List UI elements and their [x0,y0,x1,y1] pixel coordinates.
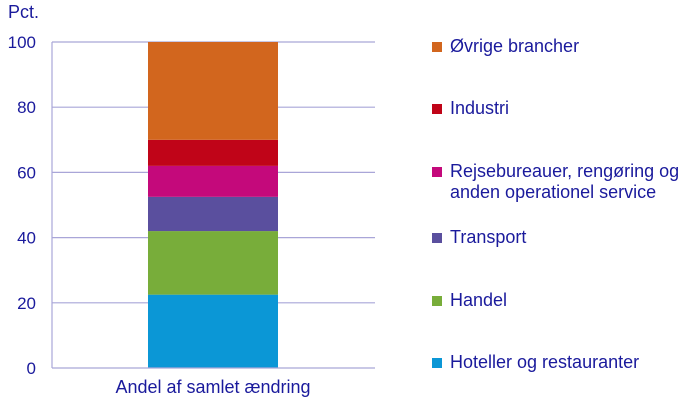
bar-segment [148,294,278,368]
y-axis-label: Pct. [8,2,39,22]
bar-segment [148,231,278,295]
legend-item: Rejsebureauer, rengøring og anden operat… [432,161,679,203]
legend-swatch [432,233,442,243]
legend: Hoteller og restauranter Handel Transport R… [432,0,700,406]
y-tick-label: 0 [27,359,36,378]
legend-item: Handel [432,290,507,311]
legend-item: Hoteller og restauranter [432,352,639,373]
legend-swatch [432,42,442,52]
legend-label: Industri [450,98,510,118]
y-tick-label: 20 [17,294,36,313]
legend-label: Hoteller og restauranter [450,352,640,372]
legend-swatch [432,358,442,368]
bar-segment [148,42,278,140]
bar-stack [148,42,278,368]
bar-segment [148,165,278,197]
legend-swatch [432,167,442,177]
legend-swatch [432,104,442,114]
bar-segment [148,139,278,166]
legend-label: Handel [450,290,508,310]
legend-swatch [432,296,442,306]
y-tick-label: 100 [8,33,36,52]
legend-item: Transport [432,227,526,248]
y-tick-label: 60 [17,163,36,182]
legend-item: Øvrige brancher [432,36,579,57]
legend-label: Rejsebureauer, rengøring og anden operat… [450,161,680,202]
legend-item: Industri [432,98,509,119]
bar-segment [148,196,278,232]
y-tick-label: 40 [17,229,36,248]
y-tick-label: 80 [17,98,36,117]
legend-label: Transport [450,227,527,247]
legend-label: Øvrige brancher [450,36,580,56]
y-tick-labels: 0 20 40 60 80 100 [8,33,36,378]
axes [51,42,375,369]
x-category-label: Andel af samlet ændring [115,377,310,397]
